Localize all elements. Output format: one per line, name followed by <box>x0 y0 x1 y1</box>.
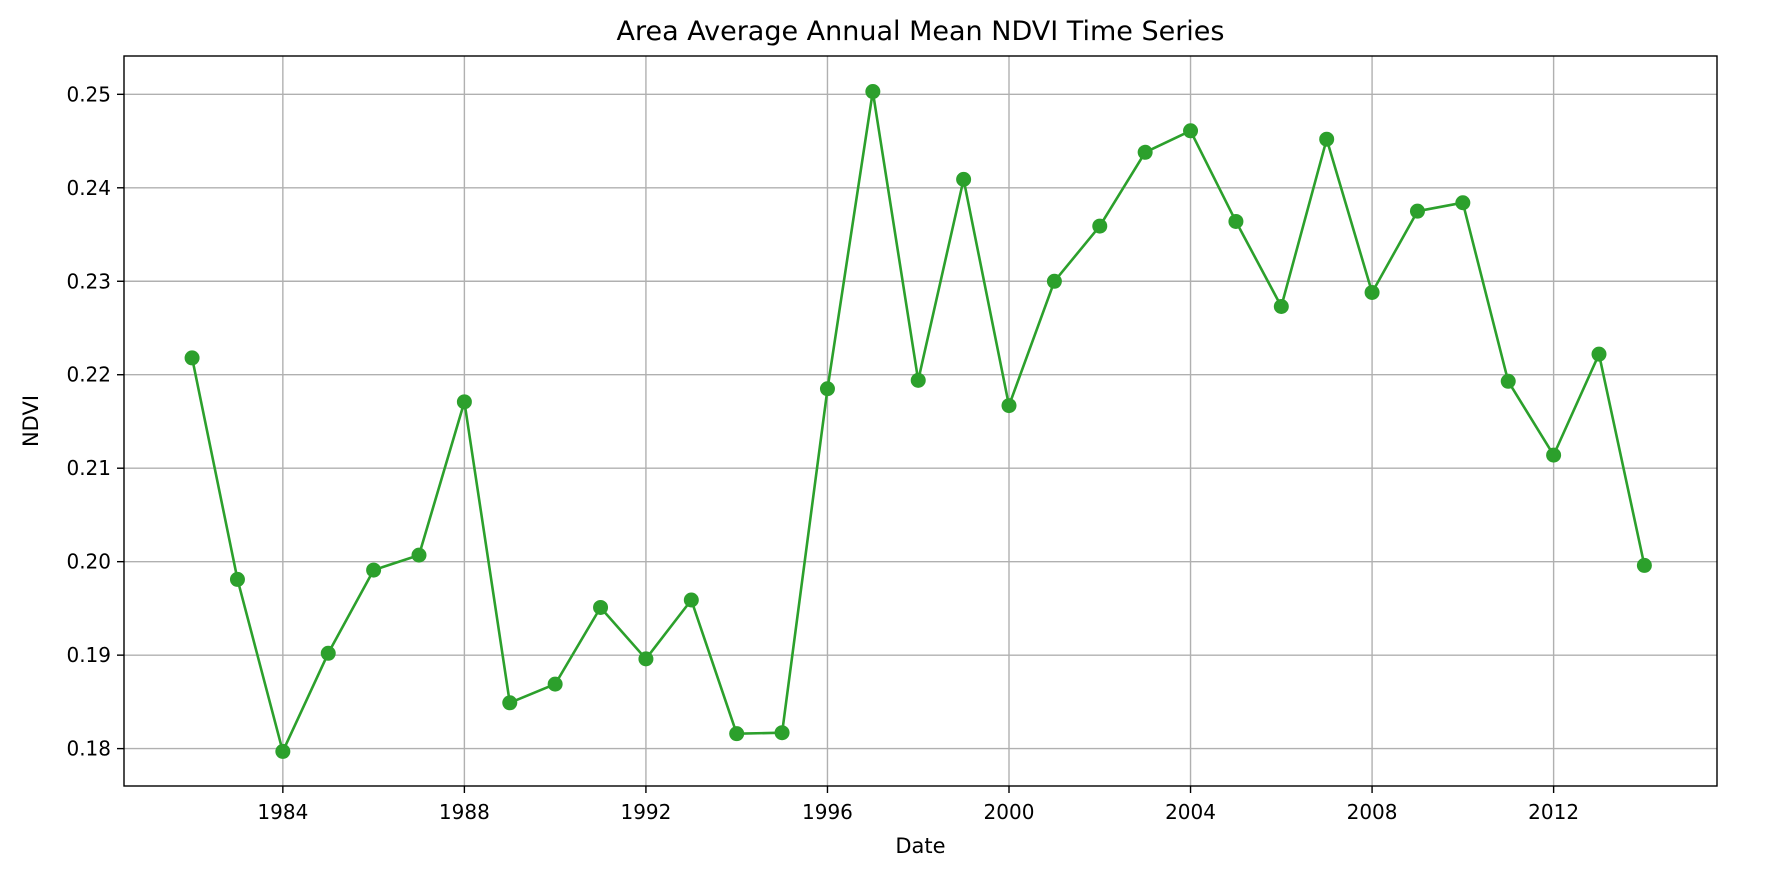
y-axis-label: NDVI <box>19 395 43 447</box>
data-point <box>865 84 881 100</box>
data-point <box>1046 273 1062 289</box>
y-tick-label: 0.22 <box>66 363 111 387</box>
x-tick-label: 1996 <box>802 800 853 824</box>
data-point <box>1409 203 1425 219</box>
data-point <box>1137 144 1153 160</box>
data-point <box>547 676 563 692</box>
x-tick-label: 2012 <box>1528 800 1579 824</box>
data-point <box>1273 298 1289 314</box>
data-point <box>1183 123 1199 139</box>
y-tick-label: 0.23 <box>66 269 111 293</box>
data-point <box>1546 447 1562 463</box>
data-point <box>683 592 699 608</box>
plot-frame <box>123 55 1718 787</box>
data-point <box>229 571 245 587</box>
x-tick-label: 2000 <box>984 800 1035 824</box>
chart-title: Area Average Annual Mean NDVI Time Serie… <box>617 16 1225 47</box>
data-point <box>1001 398 1017 414</box>
series-line <box>190 90 1646 753</box>
data-point <box>1364 284 1380 300</box>
series-points <box>184 84 1652 759</box>
y-tick-label: 0.24 <box>66 176 111 200</box>
axis-ticks: 1984 1988 1992 1996 2000 2004 2008 2012 0.18 0.19… <box>66 82 1579 824</box>
ndvi-series-line <box>190 90 1646 753</box>
data-point <box>638 651 654 667</box>
y-tick-label: 0.18 <box>66 737 111 761</box>
data-point <box>729 726 745 742</box>
data-point <box>774 725 790 741</box>
data-point <box>456 394 472 410</box>
y-tick-label: 0.20 <box>66 550 111 574</box>
x-tick-label: 1992 <box>620 800 671 824</box>
x-tick-label: 1988 <box>439 800 490 824</box>
y-tick-label: 0.19 <box>66 643 111 667</box>
data-point <box>910 372 926 388</box>
data-point <box>275 743 291 759</box>
x-tick-label: 2004 <box>1165 800 1216 824</box>
data-point <box>819 381 835 397</box>
data-point <box>184 350 200 366</box>
x-axis-label: Date <box>895 834 945 858</box>
y-tick-label: 0.25 <box>66 82 111 106</box>
data-point <box>1500 373 1516 389</box>
data-point <box>1591 346 1607 362</box>
data-point <box>956 171 972 187</box>
data-point <box>593 599 609 615</box>
data-point <box>502 695 518 711</box>
data-point <box>411 547 427 563</box>
data-point <box>1455 195 1471 211</box>
x-tick-label: 2008 <box>1347 800 1398 824</box>
data-point <box>366 562 382 578</box>
x-tick-label: 1984 <box>257 800 308 824</box>
grid <box>124 56 1717 786</box>
data-point <box>1636 557 1652 573</box>
y-tick-label: 0.21 <box>66 456 111 480</box>
data-point <box>320 645 336 661</box>
data-point <box>1228 213 1244 229</box>
data-point <box>1092 218 1108 234</box>
data-point <box>1319 131 1335 147</box>
